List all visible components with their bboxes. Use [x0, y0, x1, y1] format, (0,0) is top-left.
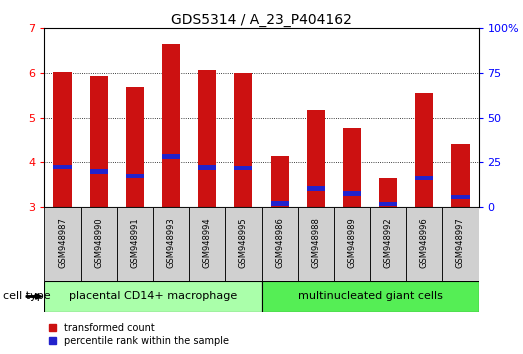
- Bar: [415, 176, 434, 180]
- Bar: [262, 281, 479, 312]
- Text: GSM948990: GSM948990: [94, 217, 103, 268]
- Bar: [53, 72, 72, 207]
- Text: multinucleated giant cells: multinucleated giant cells: [298, 291, 442, 302]
- Bar: [406, 207, 442, 281]
- Bar: [126, 173, 144, 178]
- Text: GSM948994: GSM948994: [203, 217, 212, 268]
- Bar: [44, 281, 262, 312]
- Bar: [270, 201, 289, 206]
- Bar: [189, 207, 225, 281]
- Bar: [126, 87, 144, 207]
- Text: GSM948986: GSM948986: [275, 217, 284, 268]
- Text: placental CD14+ macrophage: placental CD14+ macrophage: [69, 291, 237, 302]
- Bar: [370, 207, 406, 281]
- Bar: [198, 165, 217, 170]
- Bar: [343, 192, 361, 196]
- Bar: [334, 207, 370, 281]
- Bar: [225, 207, 262, 281]
- Bar: [451, 195, 470, 199]
- Bar: [162, 154, 180, 159]
- Text: GSM948988: GSM948988: [311, 217, 320, 268]
- Bar: [198, 70, 217, 207]
- Bar: [306, 110, 325, 207]
- Bar: [162, 44, 180, 207]
- Bar: [343, 129, 361, 207]
- Title: GDS5314 / A_23_P404162: GDS5314 / A_23_P404162: [171, 13, 352, 27]
- Text: GSM948997: GSM948997: [456, 217, 465, 268]
- Bar: [117, 207, 153, 281]
- Text: GSM948996: GSM948996: [420, 217, 429, 268]
- Bar: [451, 144, 470, 207]
- Text: GSM948989: GSM948989: [347, 217, 357, 268]
- Bar: [415, 93, 434, 207]
- Bar: [153, 207, 189, 281]
- Legend: transformed count, percentile rank within the sample: transformed count, percentile rank withi…: [49, 323, 229, 346]
- Bar: [379, 202, 397, 206]
- Text: GSM948992: GSM948992: [383, 217, 393, 268]
- Bar: [270, 156, 289, 207]
- Text: GSM948993: GSM948993: [166, 217, 176, 268]
- Bar: [89, 76, 108, 207]
- Bar: [81, 207, 117, 281]
- Text: GSM948987: GSM948987: [58, 217, 67, 268]
- Bar: [298, 207, 334, 281]
- Bar: [262, 207, 298, 281]
- Bar: [44, 207, 81, 281]
- Bar: [234, 166, 253, 170]
- Bar: [306, 186, 325, 190]
- Bar: [379, 178, 397, 207]
- Bar: [89, 169, 108, 173]
- Bar: [442, 207, 479, 281]
- Text: GSM948995: GSM948995: [239, 217, 248, 268]
- Text: GSM948991: GSM948991: [130, 217, 140, 268]
- Text: cell type: cell type: [3, 291, 50, 302]
- Bar: [53, 165, 72, 169]
- Bar: [234, 74, 253, 207]
